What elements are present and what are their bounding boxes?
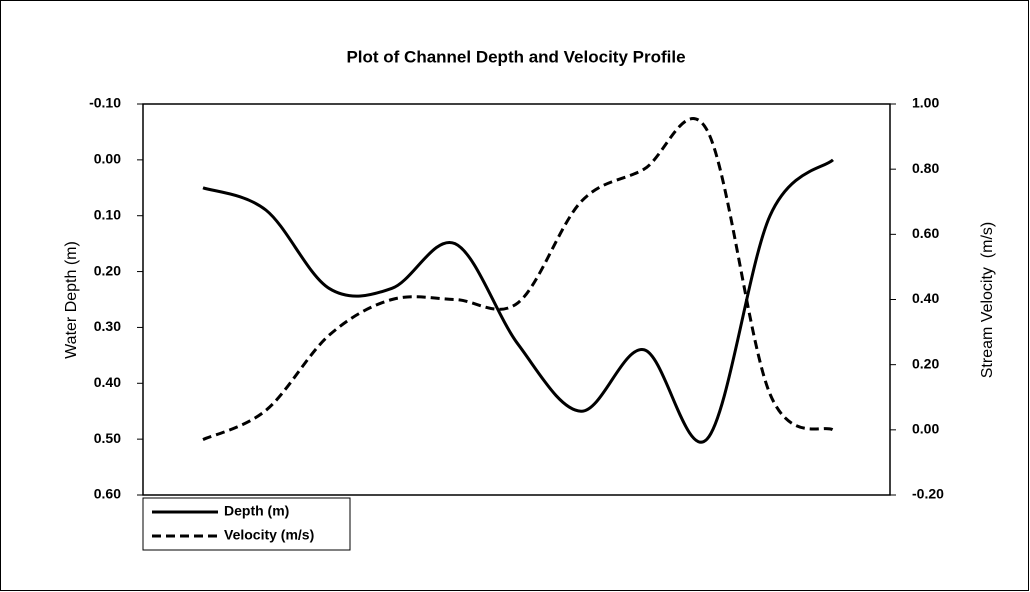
series-line: [202, 158, 834, 444]
legend-label: Velocity (m/s): [224, 527, 314, 543]
y2-tick-label: -0.20: [912, 486, 944, 502]
y-tick-label: 0.40: [94, 374, 121, 390]
y2-tick-label: 0.40: [912, 290, 939, 306]
y2-tick-label: 0.80: [912, 160, 939, 176]
y-tick-label: 0.30: [94, 318, 121, 334]
y2-tick-label: 1.00: [912, 95, 939, 111]
y2-tick-label: 0.60: [912, 225, 939, 241]
y2-tick-label: 0.20: [912, 355, 939, 371]
y-tick-label: 0.20: [94, 262, 121, 278]
y2-axis-label: Stream Velocity (m/s): [979, 222, 996, 378]
legend-label: Depth (m): [224, 503, 289, 519]
y-tick-label: 0.10: [94, 206, 121, 222]
legend: [142, 497, 351, 551]
y-tick-label: 0.00: [94, 151, 121, 167]
y-tick-label: -0.10: [89, 95, 121, 111]
y-tick-label: 0.60: [94, 486, 121, 502]
chart-title: Plot of Channel Depth and Velocity Profi…: [346, 47, 685, 66]
series-line: [202, 117, 834, 441]
y-tick-label: 0.50: [94, 430, 121, 446]
y2-tick-label: 0.00: [912, 421, 939, 437]
y-axis-label: Water Depth (m): [63, 241, 80, 359]
